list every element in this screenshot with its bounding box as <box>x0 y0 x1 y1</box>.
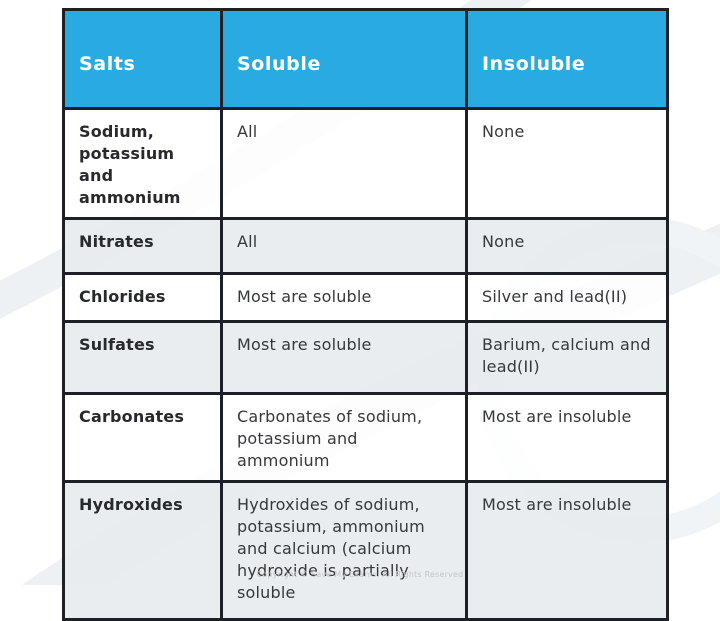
header-cell-soluble: Soluble <box>220 8 468 110</box>
header-cell-salts: Salts <box>62 8 223 110</box>
cell-soluble: All <box>220 217 468 275</box>
cell-soluble: All <box>220 107 468 220</box>
table-row: Nitrates All None <box>62 217 669 275</box>
header-cell-insoluble: Insoluble <box>465 8 669 110</box>
cell-salt: Chlorides <box>62 272 223 323</box>
solubility-table: Salts Soluble Insoluble Sodium, potassiu… <box>62 8 669 621</box>
solubility-table-container: Salts Soluble Insoluble Sodium, potassiu… <box>62 8 669 621</box>
copyright-footer: Copyright © Save My Exams. All Rights Re… <box>256 570 464 579</box>
cell-soluble: Carbonates of sodium, potassium and ammo… <box>220 392 468 483</box>
cell-insoluble: Barium, calcium and lead(II) <box>465 320 669 395</box>
table-row: Hydroxides Hydroxides of sodium, potassi… <box>62 480 669 621</box>
cell-salt: Sodium, potassium and ammonium <box>62 107 223 220</box>
header-row: Salts Soluble Insoluble <box>62 8 669 110</box>
cell-soluble: Most are soluble <box>220 272 468 323</box>
table-row: Sodium, potassium and ammonium All None <box>62 107 669 220</box>
cell-soluble: Hydroxides of sodium, potassium, ammoniu… <box>220 480 468 621</box>
cell-soluble: Most are soluble <box>220 320 468 395</box>
cell-insoluble: None <box>465 217 669 275</box>
table-row: Sulfates Most are soluble Barium, calciu… <box>62 320 669 395</box>
table-row: Chlorides Most are soluble Silver and le… <box>62 272 669 323</box>
cell-salt: Nitrates <box>62 217 223 275</box>
cell-insoluble: None <box>465 107 669 220</box>
cell-salt: Sulfates <box>62 320 223 395</box>
table-row: Carbonates Carbonates of sodium, potassi… <box>62 392 669 483</box>
cell-insoluble: Silver and lead(II) <box>465 272 669 323</box>
cell-salt: Carbonates <box>62 392 223 483</box>
cell-salt: Hydroxides <box>62 480 223 621</box>
cell-insoluble: Most are insoluble <box>465 480 669 621</box>
cell-insoluble: Most are insoluble <box>465 392 669 483</box>
